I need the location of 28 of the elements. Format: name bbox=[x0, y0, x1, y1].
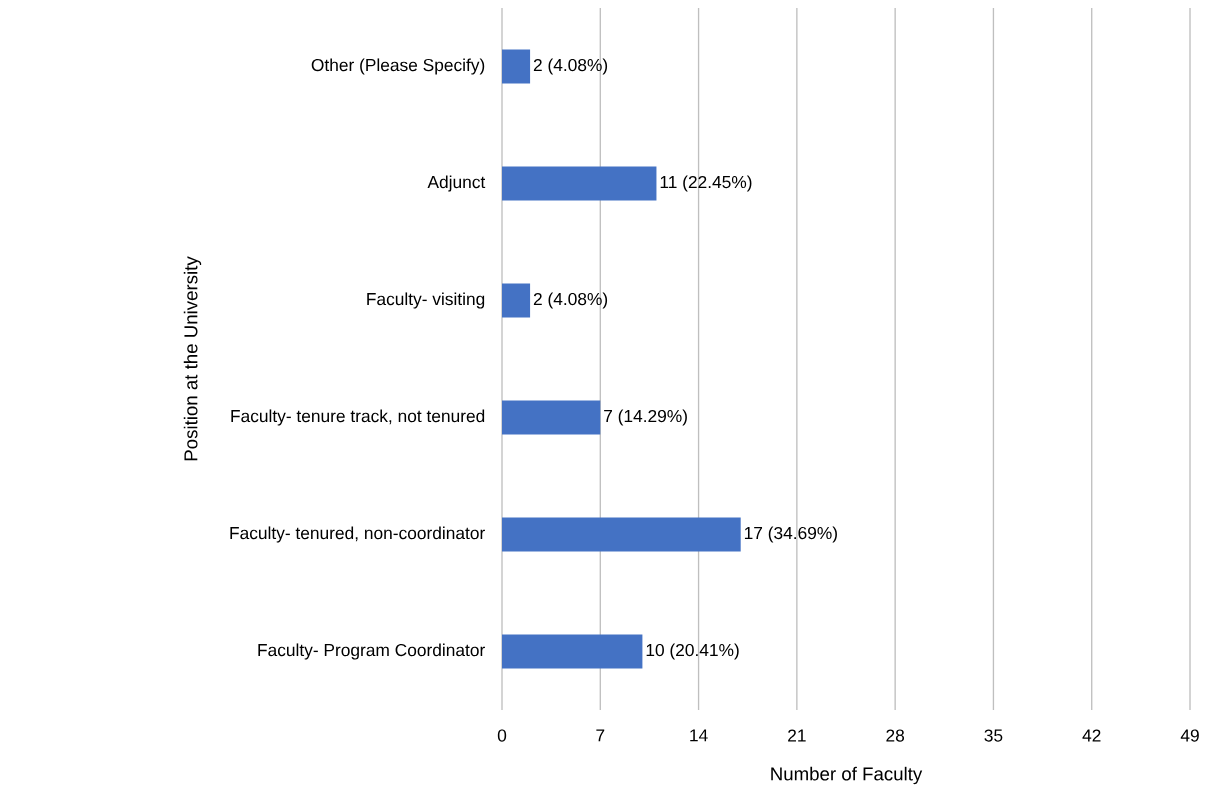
data-label: 2 (4.08%) bbox=[533, 58, 608, 75]
data-label: 2 (4.08%) bbox=[533, 292, 608, 309]
bar bbox=[502, 283, 531, 318]
y-axis-title: Position at the University bbox=[183, 256, 202, 461]
x-tick-label: 7 bbox=[596, 729, 605, 742]
x-tick-label: 21 bbox=[788, 729, 806, 742]
y-tick-label: Faculty- tenured, non-coordinator bbox=[230, 526, 485, 543]
x-axis-title: Number of Faculty bbox=[771, 766, 923, 785]
data-label: 10 (20.41%) bbox=[646, 643, 739, 660]
bar bbox=[502, 49, 531, 84]
data-label: 11 (22.45%) bbox=[660, 175, 752, 192]
y-tick-label: Other (Please Specify) bbox=[311, 58, 485, 75]
y-tick-label: Adjunct bbox=[427, 175, 486, 192]
bar bbox=[502, 166, 657, 201]
x-tick-label: 0 bbox=[497, 729, 507, 742]
x-tick-label: 42 bbox=[1082, 729, 1101, 742]
data-label: 7 (14.29%) bbox=[604, 409, 687, 426]
y-tick-label: Faculty- Program Coordinator bbox=[258, 643, 485, 660]
x-tick-label: 49 bbox=[1180, 729, 1199, 742]
bar bbox=[502, 634, 643, 669]
y-tick-label: Faculty- tenure track, not tenured bbox=[231, 409, 485, 426]
x-tick-label: 35 bbox=[984, 729, 1003, 742]
bar bbox=[502, 400, 601, 435]
x-tick-label: 28 bbox=[886, 729, 905, 742]
data-label: 17 (34.69%) bbox=[744, 526, 837, 543]
bar bbox=[502, 517, 741, 552]
y-tick-label: Faculty- visiting bbox=[367, 292, 485, 309]
x-tick-label: 14 bbox=[690, 729, 708, 742]
